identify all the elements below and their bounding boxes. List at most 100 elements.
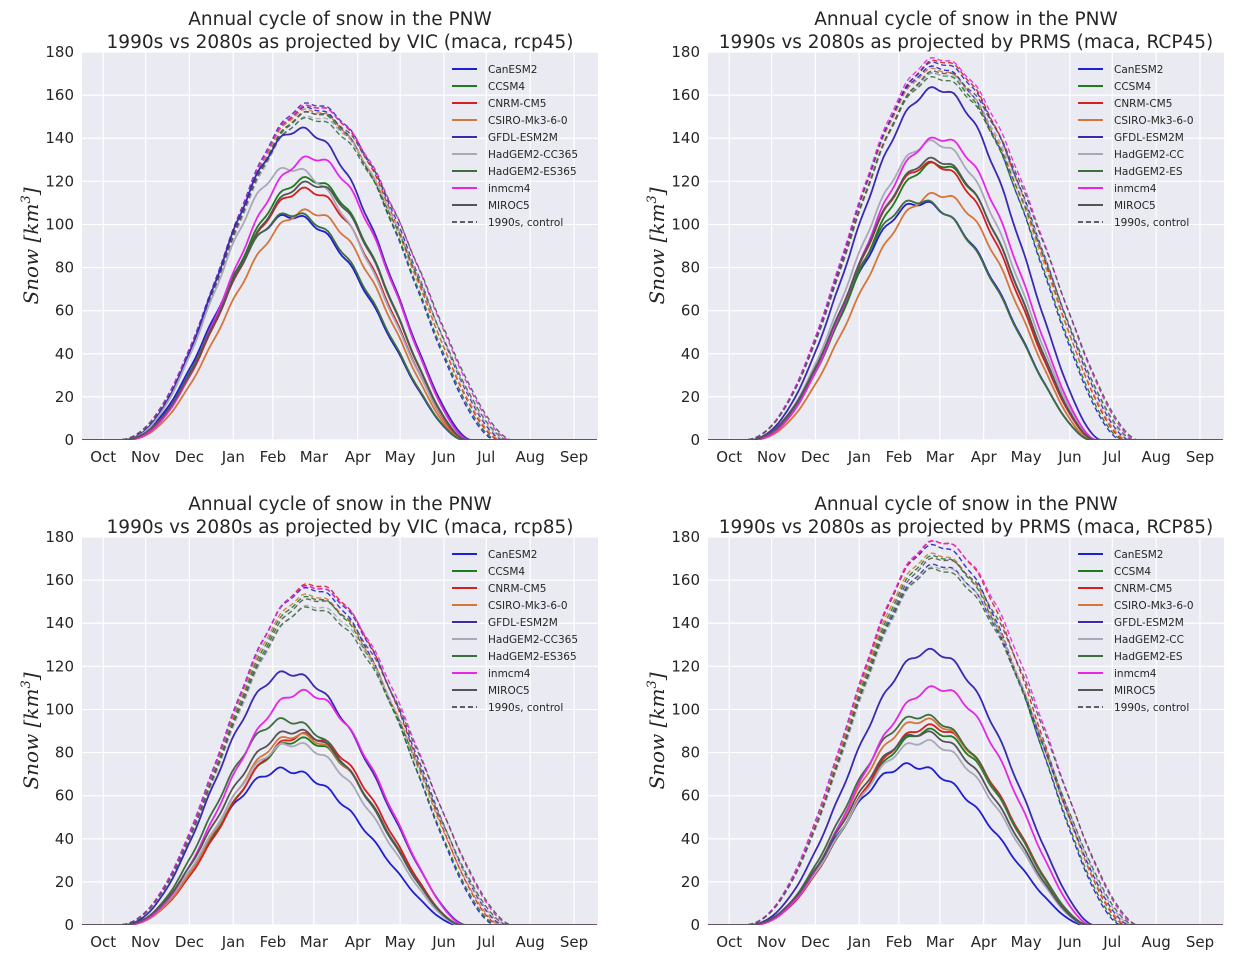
legend-label: inmcm4 (488, 183, 531, 195)
x-tick-label: Aug (1141, 933, 1170, 951)
y-tick-label: 0 (690, 916, 700, 934)
y-tick-label: 60 (55, 787, 74, 805)
legend-label: CanESM2 (1114, 64, 1163, 76)
y-tick-label: 40 (681, 830, 700, 848)
series-line (82, 213, 597, 440)
legend-label: HadGEM2-ES365 (488, 651, 577, 663)
x-tick-label: Nov (131, 448, 160, 466)
y-tick-label: 80 (681, 744, 700, 762)
x-tick-label: Apr (345, 933, 372, 951)
legend-label: HadGEM2-ES (1114, 166, 1183, 178)
y-tick-label: 180 (45, 528, 74, 546)
plot-area (82, 52, 598, 440)
y-tick-label: 20 (55, 873, 74, 891)
x-tick-label: Jun (1057, 448, 1081, 466)
chart-title: Annual cycle of snow in the PNW (188, 494, 492, 515)
x-tick-label: Feb (886, 448, 913, 466)
legend-label: CNRM-CM5 (1114, 98, 1172, 110)
legend-label: CanESM2 (488, 549, 537, 561)
legend-label: CCSM4 (1114, 81, 1151, 93)
chart-subtitle: 1990s vs 2080s as projected by PRMS (mac… (719, 517, 1214, 538)
x-tick-label: Nov (131, 933, 160, 951)
legend-label: 1990s, control (1114, 702, 1189, 714)
x-tick-label: Mar (300, 933, 329, 951)
x-tick-label: Jan (221, 933, 245, 951)
x-tick-label: Sep (560, 448, 588, 466)
chart-panel-vic-rcp45: Annual cycle of snow in the PNW 1990s vs … (0, 0, 626, 485)
legend-label: inmcm4 (488, 668, 531, 680)
x-tick-label: Sep (1186, 448, 1214, 466)
y-tick-label: 40 (55, 345, 74, 363)
x-tick-label: Apr (345, 448, 372, 466)
legend-label: HadGEM2-ES365 (488, 166, 577, 178)
series-line (82, 732, 597, 925)
legend-label: inmcm4 (1114, 183, 1157, 195)
series-line (82, 126, 597, 440)
x-tick-label: Apr (971, 933, 998, 951)
series-control-line (82, 104, 597, 440)
legend-label: HadGEM2-CC365 (488, 149, 578, 161)
x-tick-label: May (1011, 933, 1042, 951)
series-line (708, 191, 1223, 440)
x-tick-label: Mar (926, 448, 955, 466)
y-tick-label: 160 (671, 571, 700, 589)
chart-panel-prms-rcp45: Annual cycle of snow in the PNW 1990s vs … (626, 0, 1252, 485)
legend-label: 1990s, control (1114, 217, 1189, 229)
x-tick-label: Feb (886, 933, 913, 951)
series-line (708, 647, 1223, 925)
x-tick-label: Jan (847, 448, 871, 466)
y-tick-label: 120 (45, 657, 74, 675)
legend-label: 1990s, control (488, 217, 563, 229)
y-tick-label: 80 (55, 744, 74, 762)
legend-label: CNRM-CM5 (488, 98, 546, 110)
y-tick-label: 180 (671, 528, 700, 546)
y-tick-label: 0 (64, 431, 74, 449)
series-line (708, 156, 1223, 440)
x-tick-label: Feb (260, 448, 287, 466)
series-line (82, 208, 597, 440)
legend-label: CCSM4 (488, 81, 525, 93)
y-tick-label: 160 (45, 86, 74, 104)
x-tick-label: Jun (1057, 933, 1081, 951)
series-line (708, 136, 1223, 440)
legend-label: HadGEM2-CC (1114, 634, 1184, 646)
legend-label: CSIRO-Mk3-6-0 (488, 600, 568, 612)
plot-area (82, 537, 598, 925)
series-group (82, 102, 597, 440)
legend-label: CNRM-CM5 (488, 583, 546, 595)
series-group (82, 583, 597, 925)
chart-title: Annual cycle of snow in the PNW (814, 9, 1118, 30)
series-control-line (82, 604, 597, 925)
series-control-line (708, 557, 1223, 925)
y-tick-label: 160 (671, 86, 700, 104)
y-tick-label: 20 (681, 388, 700, 406)
y-tick-label: 180 (45, 43, 74, 61)
y-tick-label: 100 (671, 215, 700, 233)
y-axis-label: Snow [km3] (19, 187, 43, 304)
y-tick-label: 160 (45, 571, 74, 589)
legend-label: MIROC5 (488, 200, 530, 212)
series-line (82, 688, 597, 925)
legend-label: CCSM4 (1114, 566, 1151, 578)
chart-title: Annual cycle of snow in the PNW (188, 9, 492, 30)
legend-label: CanESM2 (488, 64, 537, 76)
series-line (82, 166, 597, 440)
y-axis-label: Snow [km3] (645, 187, 669, 304)
legend-label: CanESM2 (1114, 549, 1163, 561)
series-line (708, 86, 1223, 440)
x-tick-label: Jan (847, 933, 871, 951)
y-tick-label: 60 (681, 302, 700, 320)
x-tick-label: Nov (757, 448, 786, 466)
chart-subtitle: 1990s vs 2080s as projected by VIC (maca… (107, 32, 574, 53)
x-tick-label: May (1011, 448, 1042, 466)
x-tick-label: Jun (431, 933, 455, 951)
y-tick-label: 100 (671, 700, 700, 718)
x-tick-label: Dec (175, 448, 204, 466)
legend-label: CSIRO-Mk3-6-0 (1114, 600, 1194, 612)
legend-label: GFDL-ESM2M (488, 617, 558, 629)
y-axis-label: Snow [km3] (645, 672, 669, 789)
legend-label: 1990s, control (488, 702, 563, 714)
x-tick-label: Dec (175, 933, 204, 951)
